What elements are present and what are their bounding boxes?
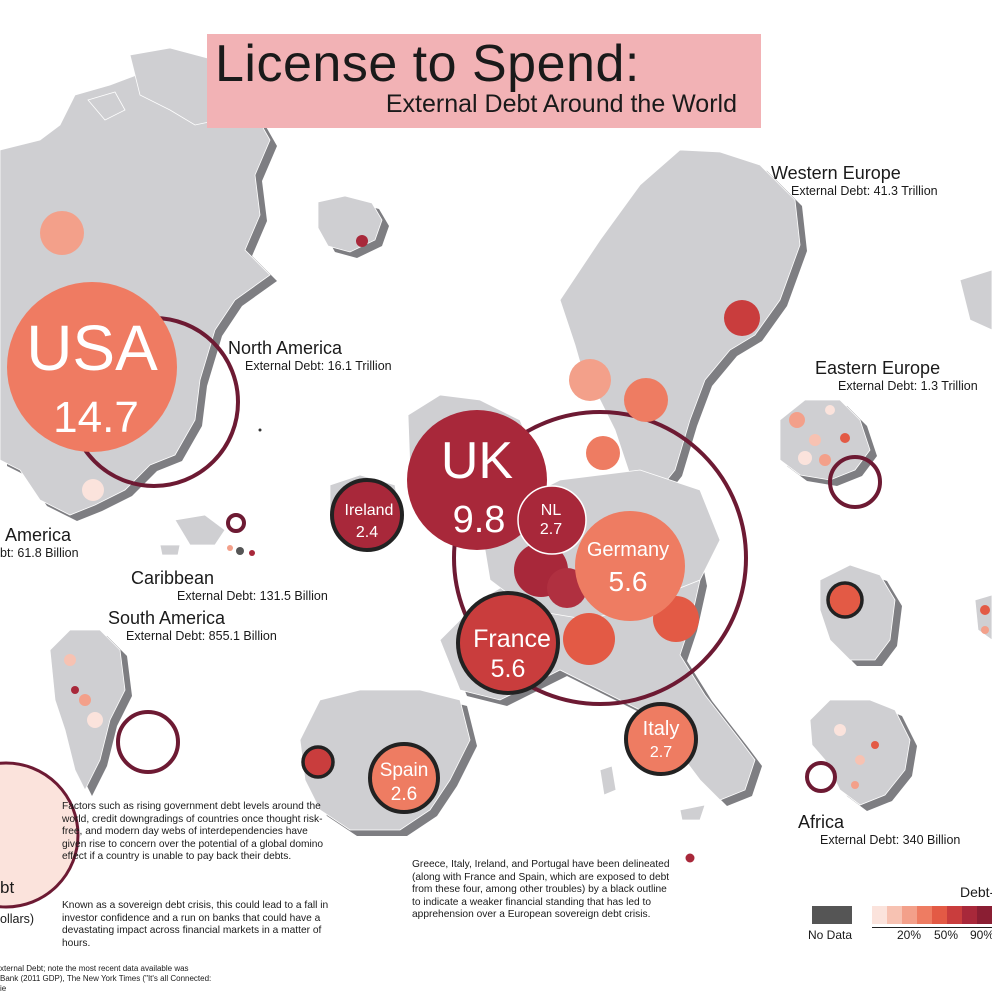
legend-swatch: [962, 906, 977, 924]
page-title: License to Spend:: [215, 35, 640, 93]
region-debt: External Debt: 131.5 Billion: [177, 589, 328, 603]
country-bubble-nl: NL 2.7: [517, 485, 587, 555]
region-debt: External Debt: 16.1 Trillion: [245, 359, 392, 373]
region-name: Western Europe: [771, 163, 901, 183]
uk-name: UK: [441, 432, 514, 490]
region-debt: bt: 61.8 Billion: [0, 546, 79, 560]
region-name: South America: [108, 608, 226, 628]
germany-name: Germany: [587, 539, 669, 561]
country-bubble-ireland: Ireland 2.4: [330, 478, 404, 552]
legend-swatch: [932, 906, 947, 924]
legend-tick: 50%: [934, 928, 959, 942]
region-debt: External Debt: 41.3 Trillion: [791, 184, 938, 198]
region-debt: External Debt: 1.3 Trillion: [838, 379, 978, 393]
region-name: Africa: [798, 812, 845, 832]
ireland-name: Ireland: [345, 502, 394, 519]
legend-swatch: [887, 906, 902, 924]
minor-country-dots: [64, 235, 990, 863]
delineation-paragraph: Greece, Italy, Ireland, and Portugal hav…: [412, 859, 670, 921]
legend-tick: 20%: [897, 928, 922, 942]
region-name: Eastern Europe: [815, 358, 941, 378]
no-data-swatch: [812, 906, 852, 924]
sovereign-crisis-paragraph: Known as a sovereign debt crisis, this c…: [62, 900, 329, 949]
country-bubble-france: France 5.6: [456, 591, 560, 695]
legend-title: Debt-: [960, 884, 992, 900]
region-north-america: North America External Debt: 16.1 Trilli…: [228, 338, 392, 373]
region-central-america: America bt: 61.8 Billion: [0, 525, 79, 560]
spain-name: Spain: [380, 760, 429, 781]
italy-value: 2.7: [650, 744, 672, 761]
legend-swatch: [872, 906, 887, 924]
no-data-label: No Data: [808, 928, 853, 942]
left-legend-units: ollars): [0, 912, 35, 926]
eastern-europe-total-ring: [828, 455, 882, 509]
country-bubble-spain: Spain 2.6: [368, 742, 440, 814]
ireland-value: 2.4: [356, 524, 378, 541]
country-bubble-uk: UK 9.8: [407, 410, 547, 550]
western-europe-total-ring: [452, 410, 748, 706]
region-africa: Africa External Debt: 340 Billion: [798, 812, 960, 847]
france-value: 5.6: [491, 655, 526, 683]
region-name: America: [5, 525, 72, 545]
italy-name: Italy: [643, 718, 680, 740]
source-line: xternal Debt; note the most recent data …: [0, 964, 189, 973]
country-bubble-usa: USA 14.7: [7, 282, 177, 452]
legend-swatch: [947, 906, 962, 924]
nl-name: NL: [541, 502, 562, 519]
legend-tick: 90%: [970, 928, 992, 942]
germany-value: 5.6: [609, 566, 648, 597]
france-name: France: [473, 625, 551, 653]
minor-bubbles: [0, 211, 864, 909]
legend-swatch: [917, 906, 932, 924]
south-america-total-ring: [116, 710, 180, 774]
page-subtitle: External Debt Around the World: [385, 90, 737, 118]
usa-value: 14.7: [53, 393, 139, 442]
usa-name: USA: [26, 312, 158, 384]
spain-value: 2.6: [391, 784, 417, 805]
caribbean-total-ring: [226, 513, 246, 533]
factors-paragraph: Factors such as rising government debt l…: [62, 801, 324, 863]
region-caribbean: Caribbean External Debt: 131.5 Billion: [131, 568, 328, 603]
left-legend-title: bt: [0, 878, 15, 897]
source-line: Bank (2011 GDP), The New York Times ("It…: [0, 974, 212, 983]
country-bubble-italy: Italy 2.7: [624, 702, 698, 776]
legend-swatch: [977, 906, 992, 924]
title-banner: License to Spend: External Debt Around t…: [207, 34, 761, 128]
nl-value: 2.7: [540, 521, 562, 538]
legend-axis: [872, 927, 992, 928]
region-name: North America: [228, 338, 343, 358]
debt-color-scale: [872, 906, 992, 924]
source-notes: xternal Debt; note the most recent data …: [0, 964, 211, 994]
legend-swatch: [902, 906, 917, 924]
region-eastern-europe: Eastern Europe External Debt: 1.3 Trilli…: [815, 358, 978, 393]
uk-value: 9.8: [453, 499, 506, 541]
africa-total-ring: [805, 761, 837, 793]
region-name: Caribbean: [131, 568, 215, 588]
source-line: ie: [0, 984, 7, 993]
region-south-america: South America External Debt: 855.1 Billi…: [108, 608, 277, 643]
region-debt: External Debt: 855.1 Billion: [126, 629, 277, 643]
region-western-europe: Western Europe External Debt: 41.3 Trill…: [771, 163, 938, 198]
region-debt: External Debt: 340 Billion: [820, 833, 961, 847]
country-bubble-germany: Germany 5.6: [575, 511, 685, 621]
